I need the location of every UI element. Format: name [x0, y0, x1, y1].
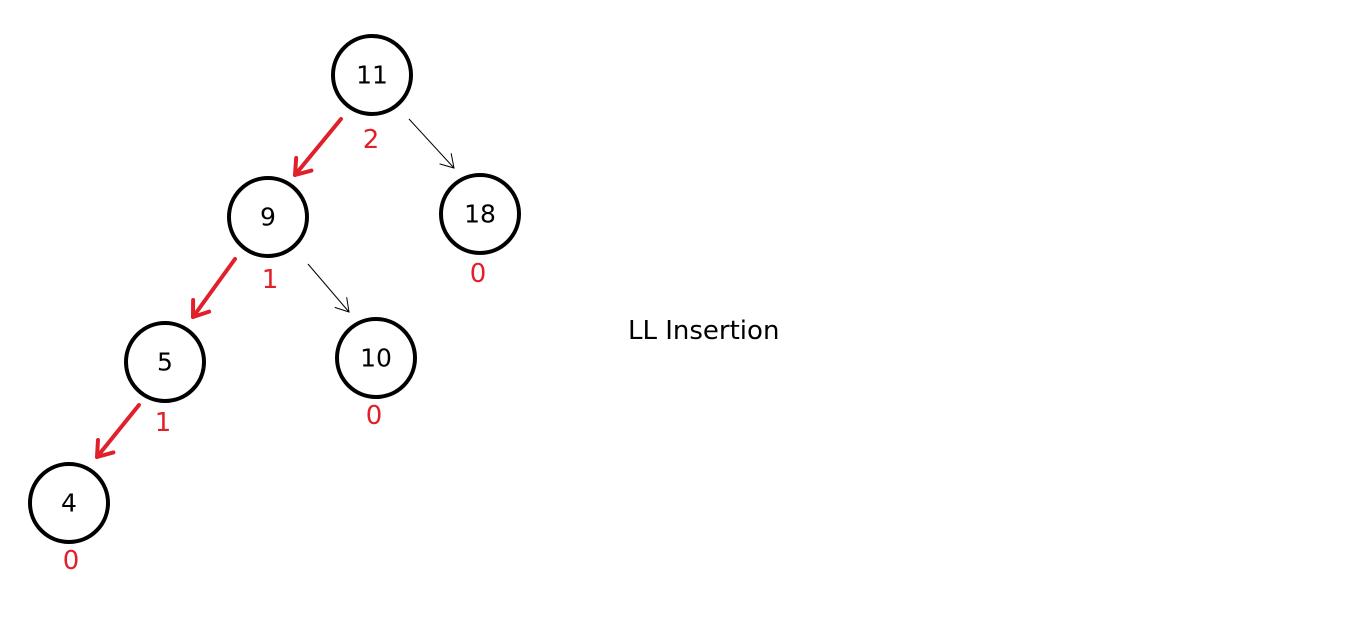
- arrowhead-icon: [95, 438, 116, 459]
- node-value: 9: [260, 203, 276, 232]
- balance-factor: 0: [366, 401, 383, 431]
- balance-factor: 1: [155, 408, 172, 438]
- node-circle: [28, 462, 110, 544]
- tree-node-18: 18 0: [439, 173, 521, 289]
- balance-factor: 0: [63, 546, 80, 576]
- arrowhead-icon: [293, 156, 314, 177]
- tree-node-11: 11 2: [331, 34, 413, 155]
- node-value: 4: [61, 489, 77, 518]
- node-value: 11: [356, 61, 388, 90]
- edge-n9-n10: [307, 263, 350, 313]
- node-circle: [331, 34, 413, 116]
- edge-line: [293, 117, 343, 177]
- edge-line: [95, 403, 141, 459]
- balance-factor: 2: [363, 125, 380, 155]
- tree-node-5: 51: [124, 321, 206, 438]
- balance-factor: 0: [470, 259, 487, 289]
- edge-n9-n5: [191, 257, 237, 319]
- tree-node-10: 10 0: [335, 317, 417, 431]
- edge-line: [307, 263, 350, 313]
- node-circle: [124, 321, 206, 403]
- arrowhead-icon: [191, 298, 212, 319]
- arrowhead-icon: [439, 153, 455, 169]
- node-circle: [227, 176, 309, 258]
- edge-n5-n4: [95, 403, 141, 459]
- edges-layer: [95, 117, 455, 459]
- node-circle: [439, 173, 521, 255]
- node-circle: [335, 317, 417, 399]
- edge-line: [191, 257, 237, 319]
- node-value: 5: [157, 348, 173, 377]
- node-value: 10: [360, 344, 392, 373]
- tree-node-4: 40: [28, 462, 110, 576]
- edge-line: [408, 118, 455, 169]
- tree-node-9: 91: [227, 176, 309, 295]
- edge-n11-n18: [408, 118, 455, 169]
- edge-n11-n9: [293, 117, 343, 177]
- balance-factor: 1: [262, 265, 279, 295]
- arrowhead-icon: [334, 297, 350, 313]
- node-value: 18: [464, 200, 496, 229]
- diagram-caption: LL Insertion: [628, 316, 779, 346]
